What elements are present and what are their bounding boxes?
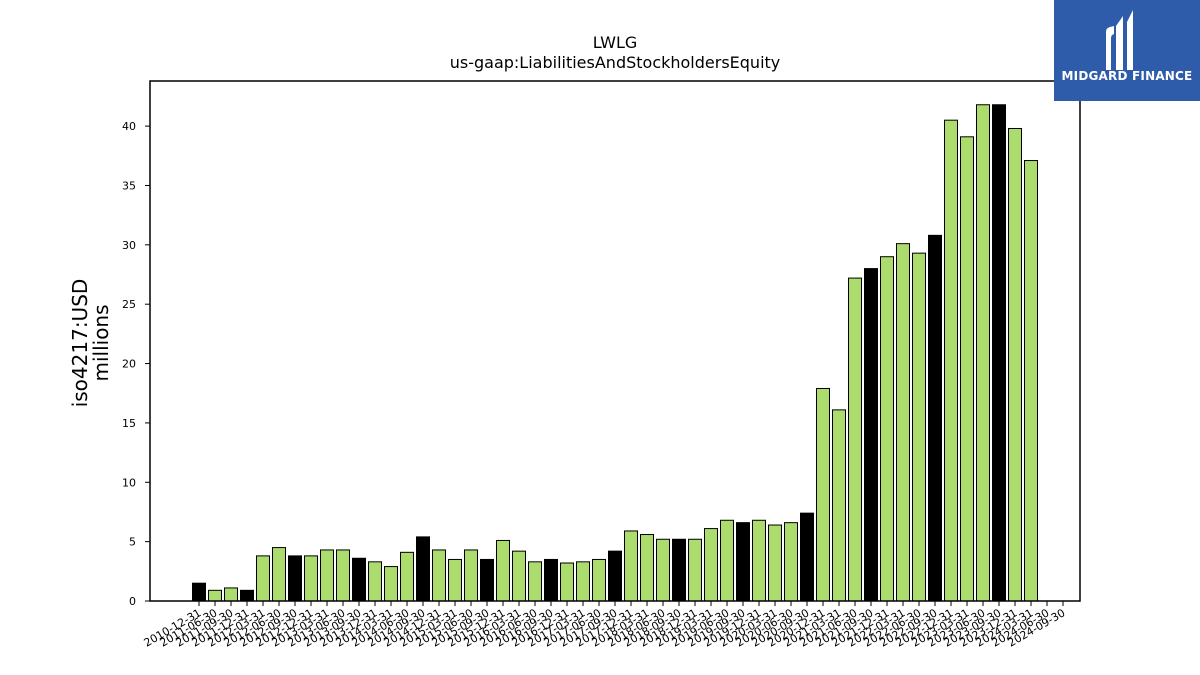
bar xyxy=(1024,160,1038,602)
bar xyxy=(672,538,686,602)
bar xyxy=(304,555,318,602)
bar xyxy=(352,557,366,602)
bar xyxy=(320,549,334,602)
y-tick-label: 15 xyxy=(122,417,136,430)
bar xyxy=(416,536,430,602)
bar xyxy=(784,522,798,602)
bar xyxy=(576,561,590,602)
bar xyxy=(400,551,414,602)
bar xyxy=(240,589,254,602)
bar xyxy=(832,409,846,602)
bar xyxy=(368,561,382,602)
bar xyxy=(336,549,350,602)
y-tick-label: 10 xyxy=(122,476,136,489)
midgard-m-icon xyxy=(1106,10,1133,70)
bar xyxy=(816,387,830,602)
y-tick-label: 30 xyxy=(122,239,136,252)
logo-text: MIDGARD FINANCE xyxy=(1061,69,1193,83)
bar xyxy=(192,582,206,602)
y-axis-unit-label: millions xyxy=(89,304,113,381)
y-tick-label: 5 xyxy=(129,536,136,549)
bar xyxy=(480,558,494,602)
y-tick-label: 20 xyxy=(122,358,136,371)
bar xyxy=(688,538,702,602)
bar xyxy=(1008,127,1022,602)
bar xyxy=(976,104,990,602)
chart-title: LWLG xyxy=(593,33,638,52)
bar xyxy=(512,550,526,602)
bar xyxy=(864,268,878,602)
bar xyxy=(992,104,1006,602)
bar xyxy=(720,519,734,602)
bar xyxy=(544,558,558,602)
bar xyxy=(896,243,910,602)
bar xyxy=(208,589,222,602)
bar xyxy=(384,566,398,602)
bar xyxy=(736,522,750,602)
bar xyxy=(848,277,862,602)
bar xyxy=(960,136,974,602)
bar xyxy=(704,528,718,602)
bar xyxy=(752,519,766,602)
bar xyxy=(800,512,814,602)
bar xyxy=(656,538,670,602)
y-tick-label: 0 xyxy=(129,595,136,608)
plot-frame xyxy=(149,80,1081,602)
bar xyxy=(256,555,270,602)
bar xyxy=(288,555,302,602)
bar xyxy=(528,561,542,602)
y-axis-label: iso4217:USD xyxy=(68,279,92,408)
bar xyxy=(464,549,478,602)
chart-subtitle: us-gaap:LiabilitiesAndStockholdersEquity xyxy=(450,53,781,72)
bar xyxy=(560,562,574,602)
bar xyxy=(432,549,446,602)
bar xyxy=(224,587,238,602)
bar xyxy=(624,530,638,602)
bar xyxy=(496,539,510,602)
bar xyxy=(640,534,654,602)
bar xyxy=(880,256,894,602)
bar xyxy=(448,558,462,602)
midgard-finance-logo: MIDGARD FINANCE xyxy=(1054,0,1200,101)
bar xyxy=(608,550,622,602)
bar xyxy=(944,119,958,602)
y-tick-label: 35 xyxy=(122,179,136,192)
bar xyxy=(592,558,606,602)
bar xyxy=(768,524,782,602)
y-tick-label: 25 xyxy=(122,298,136,311)
bar xyxy=(928,234,942,602)
bar xyxy=(912,252,926,602)
y-tick-label: 40 xyxy=(122,120,136,133)
bar xyxy=(272,547,286,602)
